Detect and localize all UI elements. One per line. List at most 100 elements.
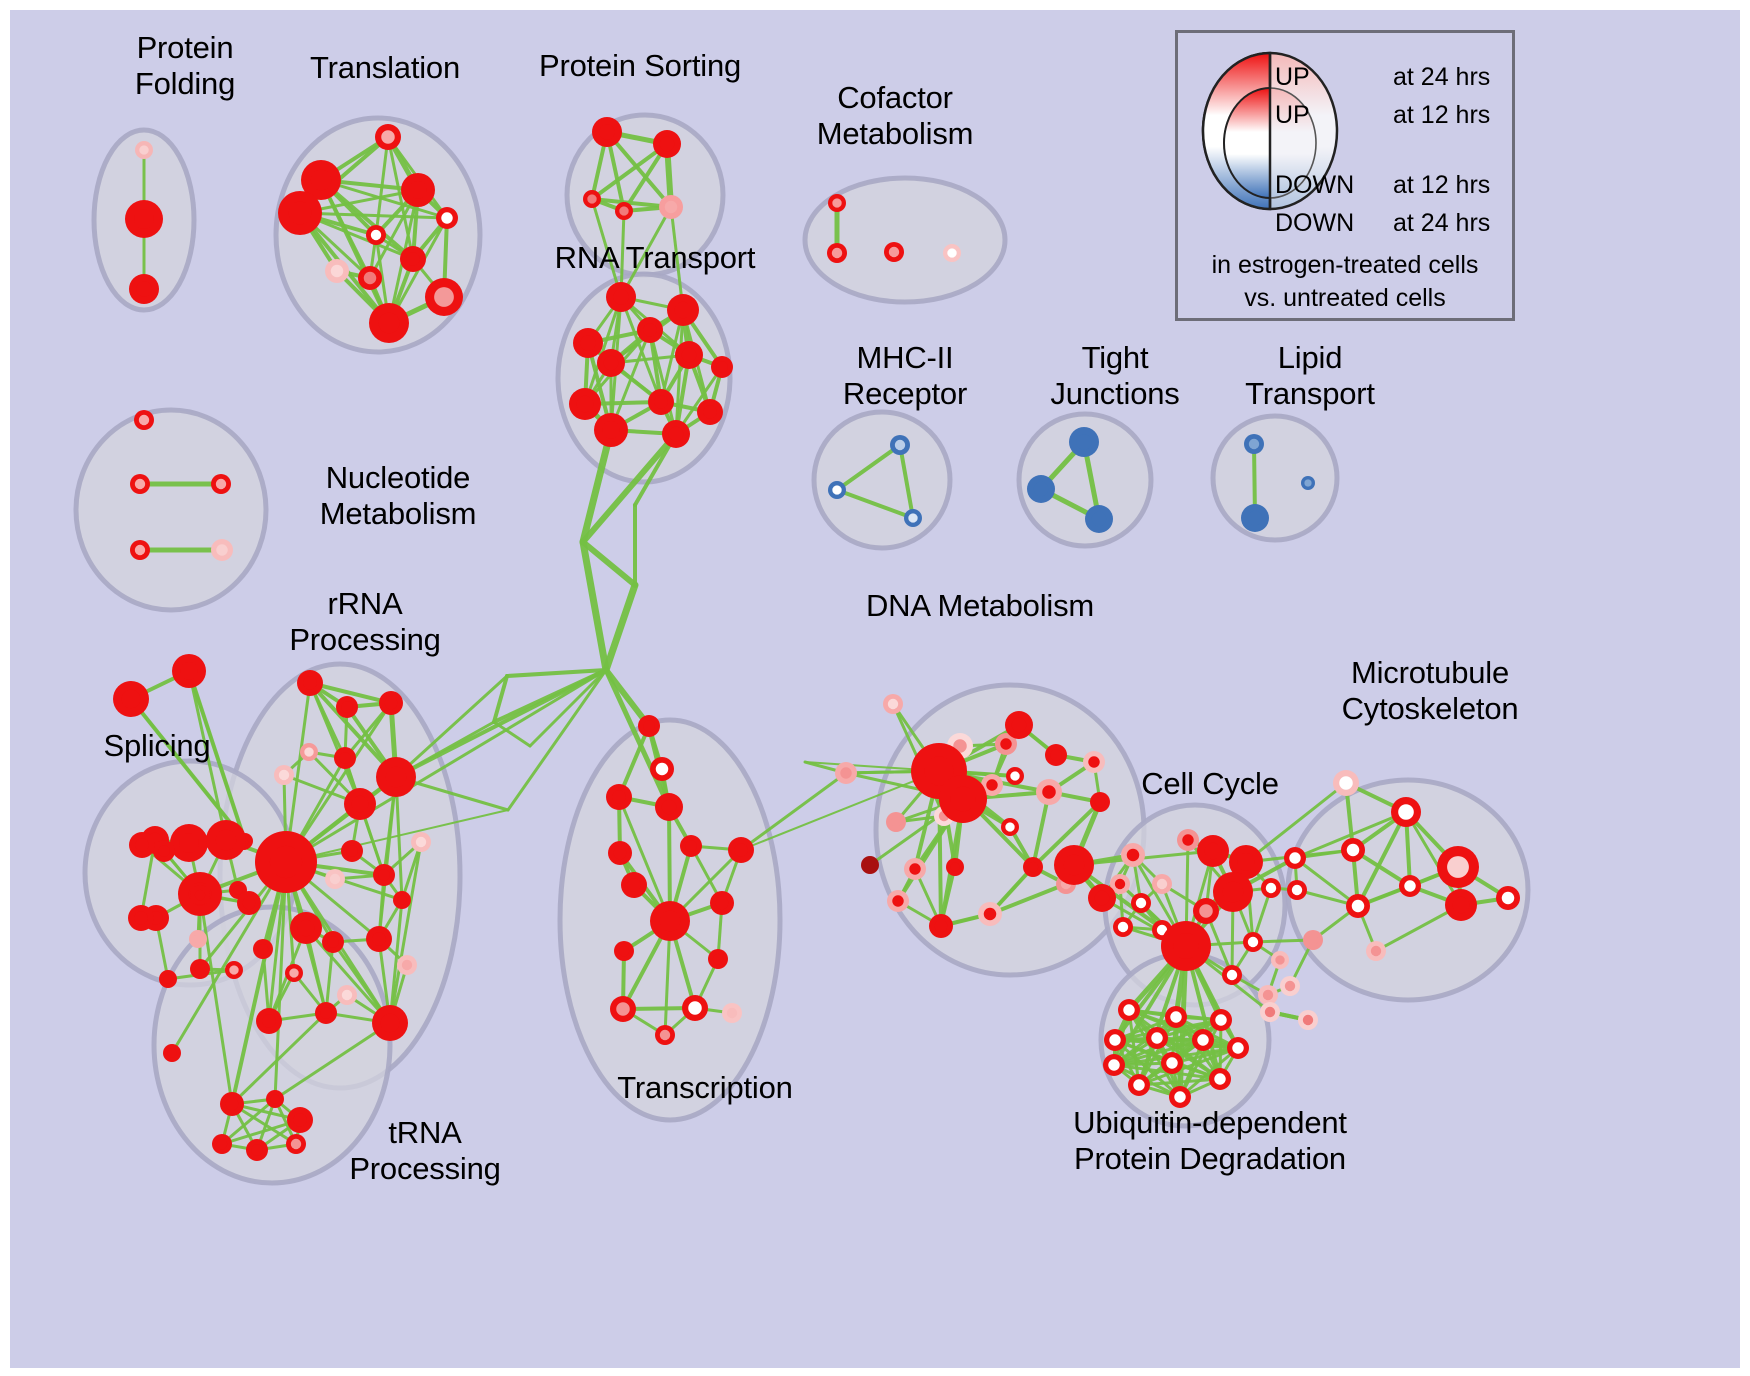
edge-rrna-processing (324, 940, 335, 1015)
inter-cluster-edge (580, 431, 679, 545)
edge-rrna-processing (304, 926, 392, 1025)
inter-cluster-edge (579, 426, 615, 546)
node-protein-folding-2-core (136, 281, 152, 297)
node-cell-cycle-17-core (1094, 890, 1110, 906)
node-trna-processing-5-core (290, 1138, 302, 1150)
node-rna-transport-9-core (703, 405, 717, 419)
legend-time-3: at 24 hrs (1393, 209, 1491, 237)
node-mhc-ii-receptor-2-core (908, 513, 918, 523)
node-microtubule-cytoskeleton-11-core (1284, 980, 1296, 992)
inter-cluster-edge (394, 674, 509, 779)
node-dna-metabolism-12-core (1010, 771, 1020, 781)
node-rrna-processing-15-core (378, 869, 390, 881)
node-nucleotide-metabolism-3-core (134, 544, 146, 556)
edge-ubiquitin (1178, 1018, 1223, 1099)
node-microtubule-cytoskeleton-5-core (1404, 880, 1416, 892)
inter-cluster-edge (669, 205, 685, 312)
node-ubiquitin-7-core (1197, 1034, 1209, 1046)
legend-state-2: DOWN (1275, 171, 1355, 199)
node-rrna-processing-11-core (372, 932, 386, 946)
node-nucleotide-metabolism-0-core (138, 414, 150, 426)
node-microtubule-cytoskeleton-10-core (1370, 945, 1382, 957)
node-cell-cycle-9-core (1199, 904, 1213, 918)
node-dna-metabolism-19-core (892, 895, 904, 907)
node-cell-cycle-0-core (1182, 834, 1194, 846)
node-protein-folding-0-core (139, 145, 149, 155)
cluster-label-tight-junctions: Tight Junctions (1050, 340, 1180, 411)
node-dna-metabolism-14-core (865, 860, 875, 870)
inter-cluster-edge (170, 860, 288, 1055)
node-splicing-1-core (121, 689, 141, 709)
node-translation-8-core (363, 271, 377, 285)
cluster-label-rrna-processing: rRNA Processing (289, 586, 441, 657)
node-rna-transport-4-core (603, 355, 619, 371)
edge-ubiquitin (1178, 1046, 1240, 1099)
node-microtubule-cytoskeleton-12-core (1501, 891, 1515, 905)
node-cell-cycle-18-core (1063, 854, 1085, 876)
node-dna-metabolism-8-core (1011, 717, 1027, 733)
edge-ubiquitin (1113, 1018, 1223, 1042)
legend-state-1: UP (1275, 101, 1310, 129)
node-dna-metabolism-9-core (924, 756, 954, 786)
inter-cluster-edge (284, 668, 608, 864)
inter-cluster-edge (603, 667, 652, 729)
node-rna-transport-2-core (643, 323, 657, 337)
node-transcription-7-core (627, 878, 641, 892)
node-trna-processing-2-core (293, 1113, 307, 1127)
node-splicing-13-core (194, 889, 206, 901)
node-rna-transport-7-core (576, 395, 594, 413)
node-protein-sorting-0-core (599, 124, 615, 140)
cluster-label-lipid-transport: Lipid Transport (1245, 340, 1375, 411)
node-transcription-3-core (661, 799, 677, 815)
node-cell-cycle-14-core (1275, 955, 1285, 965)
node-ubiquitin-12-core (1133, 1079, 1145, 1091)
edge-dna-metabolism (988, 882, 1068, 916)
cluster-label-transcription: Transcription (617, 1070, 793, 1105)
node-rrna-processing-10-core (327, 936, 339, 948)
legend-state-0: UP (1275, 63, 1310, 91)
node-ubiquitin-3-core (1170, 1011, 1182, 1023)
inter-cluster-edge (590, 197, 623, 299)
cluster-ellipse-mhc-ii-receptor (811, 409, 953, 551)
cluster-label-splicing: Splicing (103, 728, 211, 763)
node-rrna-processing-1-core (341, 701, 353, 713)
edge-protein-sorting (605, 130, 673, 209)
edge-protein-sorting (590, 142, 669, 201)
edge-rna-transport (583, 295, 623, 406)
node-cell-cycle-11-core (1156, 924, 1168, 936)
node-rrna-processing-5-core (278, 769, 290, 781)
node-dna-metabolism-23-core (840, 767, 852, 779)
node-transcription-5-core (685, 840, 697, 852)
node-splicing-17-core (135, 838, 149, 852)
node-transcription-11-core (712, 953, 724, 965)
inter-cluster-edge (505, 668, 608, 678)
node-splicing-16-core (242, 896, 256, 910)
node-splicing-0-core (180, 662, 198, 680)
node-cell-cycle-12-core (1173, 933, 1199, 959)
node-translation-4-core (441, 212, 453, 224)
cluster-label-cell-cycle: Cell Cycle (1141, 766, 1279, 801)
node-rrna-processing-0-core (303, 676, 317, 690)
node-rrna-processing-21-core (380, 1013, 400, 1033)
node-dna-metabolism-11-core (1094, 796, 1106, 808)
node-ubiquitin-0-core (1264, 1006, 1276, 1018)
inter-cluster-edge (739, 771, 848, 852)
node-tight-junctions-2-core (1091, 511, 1107, 527)
edge-splicing (129, 697, 247, 843)
node-dna-metabolism-16-core (950, 862, 960, 872)
node-microtubule-cytoskeleton-6-core (1452, 896, 1470, 914)
node-rna-transport-8-core (654, 395, 668, 409)
nodes-layer (113, 117, 1520, 1161)
node-ubiquitin-11-core (1214, 1073, 1226, 1085)
node-rrna-processing-17-core (289, 968, 299, 978)
node-translation-1-core (310, 169, 332, 191)
node-dna-metabolism-10-core (950, 786, 976, 812)
edge-microtubule-cytoskeleton (1293, 810, 1408, 860)
node-rrna-processing-19-core (269, 845, 303, 879)
inter-cluster-edge (492, 674, 509, 724)
edge-rrna-processing (308, 681, 398, 779)
edge-translation (319, 178, 415, 261)
inter-cluster-edge (285, 809, 509, 863)
node-transcription-1-core (655, 762, 669, 776)
node-nucleotide-metabolism-4-core (216, 544, 228, 556)
